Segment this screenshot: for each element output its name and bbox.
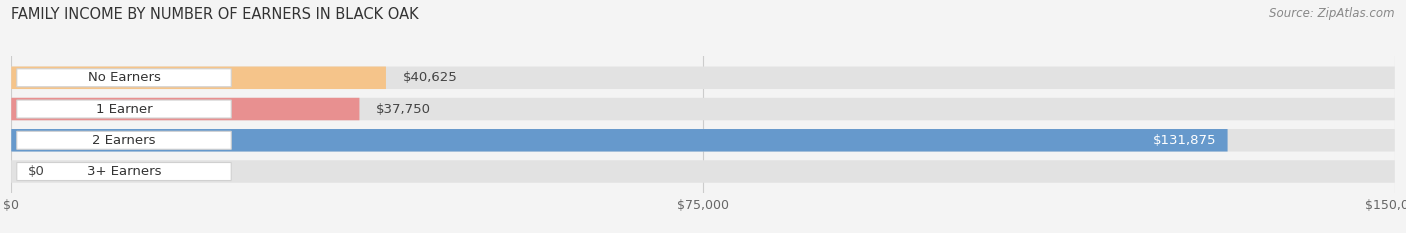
Text: $0: $0 xyxy=(28,165,45,178)
Text: Source: ZipAtlas.com: Source: ZipAtlas.com xyxy=(1270,7,1395,20)
Text: 1 Earner: 1 Earner xyxy=(96,103,152,116)
Text: $40,625: $40,625 xyxy=(402,71,457,84)
FancyBboxPatch shape xyxy=(11,98,360,120)
FancyBboxPatch shape xyxy=(17,131,231,149)
FancyBboxPatch shape xyxy=(11,67,1395,89)
Text: 2 Earners: 2 Earners xyxy=(93,134,156,147)
Text: FAMILY INCOME BY NUMBER OF EARNERS IN BLACK OAK: FAMILY INCOME BY NUMBER OF EARNERS IN BL… xyxy=(11,7,419,22)
Text: $37,750: $37,750 xyxy=(375,103,432,116)
FancyBboxPatch shape xyxy=(17,69,231,87)
Text: 3+ Earners: 3+ Earners xyxy=(87,165,162,178)
FancyBboxPatch shape xyxy=(11,160,1395,183)
FancyBboxPatch shape xyxy=(11,67,385,89)
FancyBboxPatch shape xyxy=(11,98,1395,120)
FancyBboxPatch shape xyxy=(11,129,1227,151)
Text: $131,875: $131,875 xyxy=(1153,134,1216,147)
FancyBboxPatch shape xyxy=(17,163,231,181)
FancyBboxPatch shape xyxy=(17,100,231,118)
FancyBboxPatch shape xyxy=(11,129,1395,151)
Text: No Earners: No Earners xyxy=(87,71,160,84)
